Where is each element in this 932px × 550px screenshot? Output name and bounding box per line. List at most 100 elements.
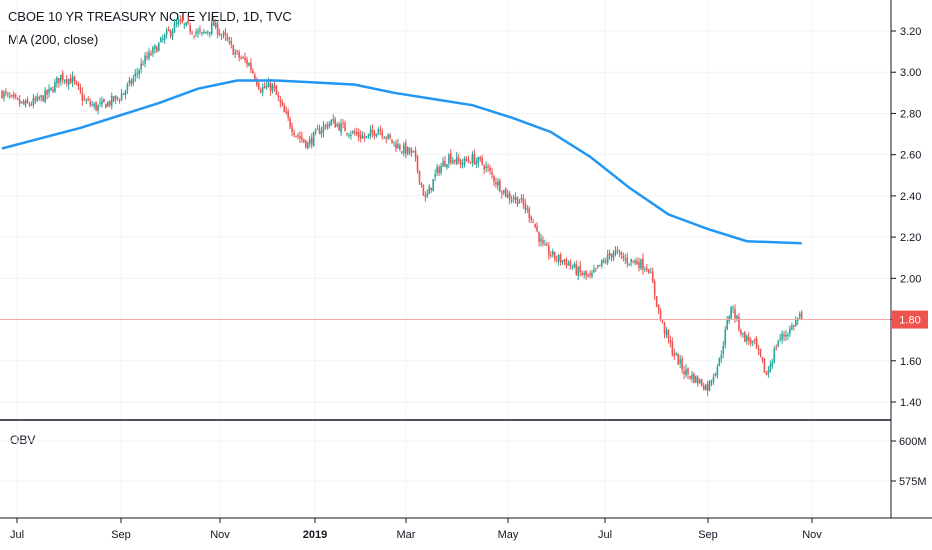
candle-body bbox=[179, 19, 182, 21]
candle-body bbox=[259, 89, 262, 93]
candle-body bbox=[426, 193, 429, 197]
candle-body bbox=[430, 187, 433, 190]
candle-body bbox=[7, 93, 9, 95]
candle-body bbox=[522, 197, 525, 205]
candle-body bbox=[238, 52, 240, 58]
candle-body bbox=[667, 329, 670, 339]
candle-body bbox=[718, 357, 721, 366]
candle-body bbox=[712, 377, 715, 383]
candle-body bbox=[446, 164, 448, 168]
candle-body bbox=[226, 36, 229, 41]
candle-body bbox=[183, 23, 186, 25]
candle-body bbox=[428, 186, 431, 194]
candle-body bbox=[140, 63, 142, 70]
candle-body bbox=[730, 307, 732, 319]
candle-body bbox=[306, 142, 309, 149]
candle-body bbox=[518, 201, 521, 204]
candle-body bbox=[418, 170, 421, 183]
candle-body bbox=[277, 94, 280, 98]
candle-body bbox=[551, 251, 554, 255]
candle-body bbox=[175, 22, 178, 25]
candle-body bbox=[312, 132, 315, 147]
time-tick-label: May bbox=[498, 529, 519, 541]
candle-body bbox=[348, 134, 350, 136]
candle-body bbox=[467, 159, 470, 162]
candle-body bbox=[11, 95, 13, 97]
candle-body bbox=[373, 131, 376, 136]
candle-body bbox=[165, 30, 168, 35]
candle-body bbox=[318, 128, 321, 134]
candle-body bbox=[771, 361, 774, 366]
candle-body bbox=[679, 359, 681, 364]
candle-body bbox=[222, 33, 225, 35]
candle-body bbox=[626, 257, 629, 264]
candle-body bbox=[293, 132, 295, 135]
candle-body bbox=[375, 133, 378, 137]
candle-body bbox=[485, 166, 487, 168]
candle-body bbox=[757, 348, 760, 350]
candle-body bbox=[665, 330, 668, 335]
candle-body bbox=[473, 154, 476, 165]
candle-body bbox=[187, 20, 189, 24]
candle-body bbox=[158, 42, 160, 51]
candle-body bbox=[614, 250, 617, 255]
obv-axis[interactable]: 600M 575M bbox=[891, 436, 927, 488]
candle-body bbox=[553, 251, 556, 260]
candle-body bbox=[371, 128, 374, 133]
candle-body bbox=[154, 45, 156, 50]
price-tick-label: 2.20 bbox=[900, 232, 921, 244]
price-tick-label: 1.60 bbox=[900, 356, 921, 368]
candle-body bbox=[150, 53, 152, 55]
time-axis[interactable]: Jul Sep Nov 2019 Mar May Jul Sep Nov bbox=[10, 518, 822, 541]
candle-body bbox=[103, 98, 105, 103]
candle-body bbox=[205, 31, 207, 34]
ma-legend: MA (200, close) bbox=[8, 32, 99, 47]
candle-body bbox=[693, 373, 695, 383]
candle-body bbox=[240, 58, 242, 60]
candle-body bbox=[132, 78, 135, 84]
candle-body bbox=[81, 92, 84, 101]
candle-body bbox=[144, 55, 146, 64]
candle-body bbox=[254, 75, 256, 80]
candle-body bbox=[732, 307, 734, 309]
candle-body bbox=[520, 198, 523, 200]
candle-body bbox=[575, 264, 578, 275]
candle-body bbox=[322, 125, 325, 133]
candle-body bbox=[481, 158, 483, 165]
candle-body bbox=[767, 370, 770, 374]
last-price-badge-bg bbox=[892, 310, 928, 329]
price-tick-label: 2.40 bbox=[900, 191, 921, 203]
candle-body bbox=[528, 208, 531, 218]
candle-body bbox=[159, 37, 162, 42]
candle-body bbox=[779, 338, 781, 340]
candle-body bbox=[83, 99, 86, 101]
last-price-badge-label: 1.80 bbox=[899, 315, 920, 327]
candle-body bbox=[393, 141, 395, 143]
candle-body bbox=[163, 34, 166, 41]
candle-body bbox=[465, 159, 468, 161]
candle-body bbox=[79, 87, 82, 92]
candle-body bbox=[328, 123, 331, 126]
candle-body bbox=[46, 90, 48, 95]
candle-body bbox=[32, 98, 35, 106]
candle-body bbox=[452, 160, 454, 164]
candle-body bbox=[330, 120, 333, 126]
candle-body bbox=[512, 197, 515, 200]
candle-body bbox=[367, 133, 370, 136]
candle-body bbox=[646, 267, 648, 271]
candle-body bbox=[559, 254, 562, 263]
candle-body bbox=[442, 161, 444, 167]
candle-body bbox=[563, 259, 566, 262]
candle-body bbox=[138, 70, 140, 75]
candle-body bbox=[795, 320, 797, 326]
candle-body bbox=[591, 272, 593, 277]
candle-body bbox=[334, 119, 336, 128]
candle-body bbox=[401, 151, 403, 153]
candle-body bbox=[618, 251, 621, 253]
candle-body bbox=[534, 223, 536, 228]
price-axis[interactable]: 1.40 1.60 1.80 2.00 2.20 2.40 2.60 2.80 3.00 3.20 bbox=[891, 26, 921, 409]
candle-body bbox=[653, 281, 656, 296]
candle-body bbox=[354, 131, 356, 134]
candle-body bbox=[185, 22, 188, 26]
